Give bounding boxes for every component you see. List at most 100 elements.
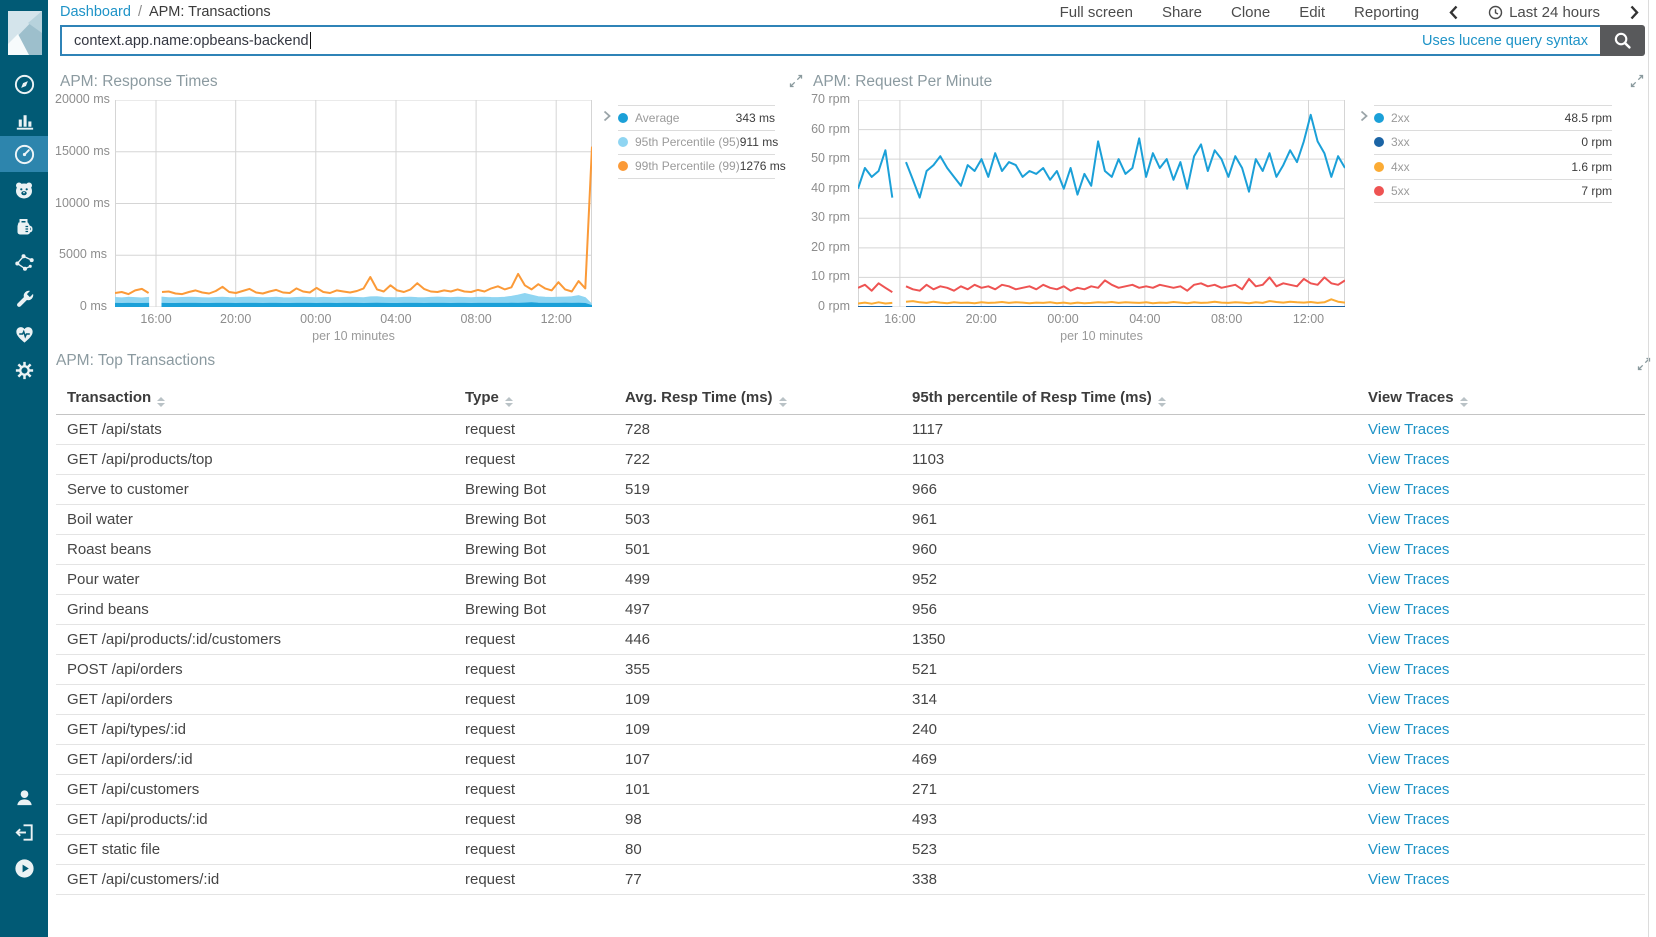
search-input[interactable]: context.app.name:opbeans-backend Uses lu… (60, 25, 1600, 56)
legend-item[interactable]: 95th Percentile (95) 911 ms (618, 129, 779, 155)
legend-item[interactable]: 5xx 7 rpm (1374, 178, 1612, 204)
response-times-chart: 20000 ms 15000 ms 10000 ms 5000 ms 0 ms 16:0… (55, 92, 795, 350)
table-row: GET /api/orders request 109 314 View Traces (56, 684, 1645, 715)
time-picker-button[interactable]: Last 24 hours (1488, 4, 1600, 21)
legend-color-dot (1374, 161, 1384, 172)
sidebar-item-apm[interactable] (0, 172, 48, 208)
sidebar-item-collapse[interactable] (0, 850, 48, 886)
view-traces-link[interactable]: View Traces (1368, 541, 1450, 558)
sidebar-item-discover[interactable] (0, 66, 48, 102)
avg-resp-cell: 519 (614, 474, 901, 505)
type-cell: Brewing Bot (454, 594, 614, 625)
view-traces-link[interactable]: View Traces (1368, 451, 1450, 468)
legend-item[interactable]: 4xx 1.6 rpm (1374, 154, 1612, 179)
sidebar-item-management[interactable] (0, 352, 48, 388)
view-traces-link[interactable]: View Traces (1368, 841, 1450, 858)
view-traces-link[interactable]: View Traces (1368, 481, 1450, 498)
x-axis-unit-label: per 10 minutes (312, 329, 395, 343)
full-screen-button[interactable]: Full screen (1059, 3, 1133, 21)
avg-resp-cell: 77 (614, 864, 901, 895)
view-traces-link[interactable]: View Traces (1368, 781, 1450, 798)
avg-resp-cell: 355 (614, 654, 901, 685)
sidebar-item-monitoring[interactable] (0, 316, 48, 352)
table-row: GET /api/products/top request 722 1103 View … (56, 444, 1645, 475)
time-back-button[interactable] (1448, 5, 1459, 20)
view-traces-link[interactable]: View Traces (1368, 661, 1450, 678)
x-axis-tick-label: 12:00 (540, 312, 572, 326)
view-traces-link[interactable]: View Traces (1368, 751, 1450, 768)
chevron-right-icon (1630, 5, 1639, 19)
column-header[interactable]: Transaction (56, 382, 454, 415)
view-traces-link[interactable]: View Traces (1368, 721, 1450, 738)
search-icon (1614, 32, 1631, 49)
avg-resp-cell: 503 (614, 504, 901, 535)
lucene-syntax-link[interactable]: Uses lucene query syntax (1421, 32, 1588, 49)
search-button[interactable] (1600, 25, 1645, 56)
share-button[interactable]: Share (1161, 3, 1202, 21)
legend-color-dot (1374, 186, 1384, 197)
breadcrumb-dashboard-link[interactable]: Dashboard (60, 4, 131, 20)
sidebar-item-logout[interactable] (0, 814, 48, 850)
type-cell: request (454, 624, 614, 655)
type-cell: Brewing Bot (454, 564, 614, 595)
view-traces-link[interactable]: View Traces (1368, 511, 1450, 528)
p95-resp-cell: 1350 (901, 624, 1357, 655)
clock-icon (1488, 5, 1503, 19)
transactions-table-body: GET /api/stats request 728 1117 View Traces G… (56, 414, 1645, 895)
view-traces-link[interactable]: View Traces (1368, 631, 1450, 648)
y-axis-tick-label: 60 rpm (811, 121, 850, 136)
transaction-cell: GET /api/orders (56, 684, 454, 715)
reporting-button[interactable]: Reporting (1354, 3, 1420, 21)
gear-icon (15, 361, 33, 379)
rpm-chart-canvas[interactable] (858, 100, 1345, 307)
kibana-logo[interactable] (8, 11, 42, 55)
view-traces-link[interactable]: View Traces (1368, 811, 1450, 828)
time-range-label: Last 24 hours (1509, 3, 1600, 21)
expand-panel-icon[interactable] (1630, 74, 1644, 88)
transaction-cell: GET /api/products/top (56, 444, 454, 475)
sidebar-item-dev-tools[interactable] (0, 280, 48, 316)
type-cell: request (454, 444, 614, 475)
p95-resp-cell: 240 (901, 714, 1357, 745)
sidebar-item-account[interactable] (0, 779, 48, 815)
legend-toggle-chevron-icon[interactable] (1360, 109, 1368, 127)
transaction-cell: Boil water (56, 504, 454, 535)
response-times-chart-canvas[interactable] (115, 100, 592, 307)
column-header[interactable]: View Traces (1357, 382, 1645, 415)
legend-item[interactable]: 2xx 48.5 rpm (1374, 105, 1612, 130)
clone-button[interactable]: Clone (1230, 3, 1271, 21)
column-header[interactable]: 95th percentile of Resp Time (ms) (901, 382, 1357, 415)
column-header[interactable]: Type (454, 382, 614, 415)
legend-item[interactable]: 99th Percentile (99) 1276 ms (618, 154, 786, 179)
legend-series-label: 2xx (1391, 110, 1410, 125)
column-header[interactable]: Avg. Resp Time (ms) (614, 382, 901, 415)
time-forward-button[interactable] (1629, 5, 1640, 20)
avg-resp-cell: 80 (614, 834, 901, 865)
view-traces-link[interactable]: View Traces (1368, 421, 1450, 438)
sidebar-item-logs[interactable] (0, 208, 48, 244)
edit-button[interactable]: Edit (1299, 3, 1326, 21)
vertical-scrollbar[interactable] (1648, 0, 1656, 937)
chart-legend: Average 343 ms 95th Percentile (95) 911 ms 9… (618, 105, 786, 179)
expand-panel-icon[interactable] (789, 74, 803, 88)
x-axis-labels: 16:00 20:00 00:00 04:00 08:00 12:00 (115, 312, 592, 328)
sidebar-item-graph[interactable] (0, 244, 48, 280)
expand-panel-icon[interactable] (1637, 357, 1651, 371)
view-traces-link[interactable]: View Traces (1368, 601, 1450, 618)
chevron-left-icon (1449, 5, 1458, 19)
table-row: GET static file request 80 523 View Traces (56, 834, 1645, 865)
transaction-cell: GET /api/types/:id (56, 714, 454, 745)
legend-item[interactable]: 3xx 0 rpm (1374, 129, 1612, 155)
view-traces-link[interactable]: View Traces (1368, 691, 1450, 708)
view-traces-link[interactable]: View Traces (1368, 871, 1450, 888)
type-cell: request (454, 774, 614, 805)
p95-resp-cell: 338 (901, 864, 1357, 895)
legend-toggle-chevron-icon[interactable] (603, 109, 611, 127)
view-traces-link[interactable]: View Traces (1368, 571, 1450, 588)
sidebar-item-visualize[interactable] (0, 102, 48, 138)
legend-series-value: 911 ms (739, 135, 779, 150)
sidebar-item-dashboard[interactable] (0, 136, 48, 172)
x-axis-tick-label: 12:00 (1292, 312, 1325, 326)
x-axis-labels: 16:00 20:00 00:00 04:00 08:00 12:00 (858, 312, 1345, 328)
legend-item[interactable]: Average 343 ms (618, 105, 775, 130)
